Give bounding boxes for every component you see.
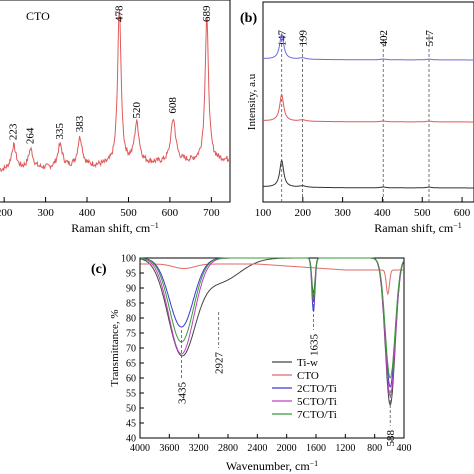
panel-a-x-axis-label: Raman shift, cm−1 xyxy=(71,221,159,235)
panel-a-peak-label: 478 xyxy=(113,5,125,22)
panel-b-x-tick-label: 200 xyxy=(295,207,312,219)
panel-b-x-tick-label: 600 xyxy=(454,207,471,219)
panel-b-x-tick-label: 100 xyxy=(255,207,272,219)
panel-b-frame xyxy=(262,1,474,203)
panel-c-annotation-label: 2927 xyxy=(214,352,226,375)
panel-c-x-axis-label: Wavenumber, cm−1 xyxy=(226,459,318,473)
panel-b-label: (b) xyxy=(240,11,257,26)
panel-c-y-tick-label: 50 xyxy=(126,404,136,415)
panel-a-peak-label: 335 xyxy=(54,123,66,140)
panel-c-y-tick-label: 40 xyxy=(126,434,136,445)
panel-a-x-tick-label: 700 xyxy=(203,207,220,219)
panel-b-peak-marker-label: 517 xyxy=(424,30,436,47)
panel-b-y-axis-label: Intensity, a.u xyxy=(246,73,258,130)
panel-c-x-tick-label: 800 xyxy=(367,443,382,454)
panel-b-curves xyxy=(263,32,474,189)
axis-unit-superscript: −1 xyxy=(150,221,159,230)
panel-c-legend-label: Ti-w xyxy=(297,357,318,369)
panel-c-series-line xyxy=(140,257,404,388)
panel-a-ticks: 200 300 400 500 600 700 xyxy=(0,197,220,219)
panel-c-series-line xyxy=(140,257,404,379)
panel-a: CTO 200 300 400 500 600 700 223 264 335 383 478 52… xyxy=(0,0,231,235)
panel-a-x-tick-label: 600 xyxy=(162,207,179,219)
panel-c-annotation-label: 588 xyxy=(385,430,397,447)
panel-c-y-tick-label: 95 xyxy=(126,269,136,280)
panel-b-ticks: 100 200 300 400 500 600 xyxy=(255,197,471,219)
panel-b-x-tick-label: 300 xyxy=(334,207,351,219)
panel-a-x-tick-label: 200 xyxy=(0,207,13,219)
panel-c-x-tick-label: 2800 xyxy=(218,443,238,454)
panel-c-x-tick-label: 3200 xyxy=(189,443,209,454)
panel-c-legend-label: 2CTO/Ti xyxy=(297,383,337,395)
panel-b-series-line xyxy=(263,159,474,189)
panel-c-curves xyxy=(140,257,404,406)
panel-b-peak-markers: 147 199 402 517 xyxy=(277,30,436,202)
panel-c-legend-label: CTO xyxy=(297,370,319,382)
panel-c-x-tick-label: 1200 xyxy=(335,443,355,454)
panel-a-peak-label: 383 xyxy=(74,115,86,132)
panel-a-peak-label: 520 xyxy=(131,101,143,118)
panel-c: (c) Transmittance, % 4000 3600 3200 2800 240… xyxy=(91,254,412,474)
panel-b-x-tick-label: 500 xyxy=(414,207,431,219)
panel-a-peak-label: 689 xyxy=(201,5,213,22)
panel-c-y-tick-label: 85 xyxy=(126,299,136,310)
panel-c-x-tick-label: 2000 xyxy=(277,443,297,454)
panel-a-series-line xyxy=(0,9,230,173)
panel-c-annotation-label: 1635 xyxy=(308,334,320,357)
panel-c-y-tick-label: 55 xyxy=(126,389,136,400)
panel-c-x-tick-label: 2400 xyxy=(247,443,267,454)
panel-a-peak-labels: 223 264 335 383 478 520 608 689 xyxy=(8,5,213,144)
panel-c-annotations: 3435 2927 1635 588 xyxy=(176,294,397,447)
panel-c-x-tick-label: 400 xyxy=(397,443,412,454)
panel-a-label: CTO xyxy=(26,9,50,23)
panel-c-label: (c) xyxy=(91,262,107,277)
panel-b: (b) Intensity, a.u 100 200 300 400 500 600 14… xyxy=(240,1,474,235)
panel-b-peak-marker-label: 199 xyxy=(297,30,309,47)
axis-unit-superscript: −1 xyxy=(310,459,319,468)
panel-c-legend-label: 5CTO/Ti xyxy=(297,396,337,408)
panel-c-y-axis-label: Transmittance, % xyxy=(109,309,121,386)
panel-c-ticks: 4000 3600 3200 2800 2400 2000 1600 1200 800 400 40… xyxy=(121,254,412,455)
panel-c-y-tick-label: 45 xyxy=(126,419,136,430)
panel-c-x-tick-label: 3600 xyxy=(159,443,179,454)
panel-a-peak-label: 223 xyxy=(8,123,20,140)
panel-a-curve xyxy=(0,9,230,173)
panel-a-peak-label: 608 xyxy=(167,97,179,114)
panel-c-y-tick-label: 60 xyxy=(126,374,136,385)
panel-b-x-tick-label: 400 xyxy=(374,207,391,219)
panel-c-y-tick-label: 100 xyxy=(121,254,136,265)
panel-c-y-tick-label: 90 xyxy=(126,284,136,295)
panel-b-series-line xyxy=(263,93,474,123)
panel-a-x-tick-label: 500 xyxy=(120,207,137,219)
panel-c-legend-label: 7CTO/Ti xyxy=(297,409,337,421)
panel-c-x-tick-label: 4000 xyxy=(130,443,150,454)
panel-c-y-tick-label: 65 xyxy=(126,359,136,370)
panel-c-y-tick-label: 80 xyxy=(126,314,136,325)
panel-c-annotation-label: 3435 xyxy=(176,382,188,405)
panel-b-series-line xyxy=(263,32,474,61)
panel-a-peak-label: 264 xyxy=(25,127,37,144)
panel-c-frame xyxy=(139,257,405,439)
panel-c-y-tick-label: 75 xyxy=(126,329,136,340)
panel-a-frame xyxy=(0,0,231,203)
panel-a-x-tick-label: 300 xyxy=(37,207,54,219)
panel-c-y-tick-label: 70 xyxy=(126,344,136,355)
panel-b-peak-marker-label: 402 xyxy=(378,30,390,47)
panel-b-x-axis-label: Raman shift, cm−1 xyxy=(374,221,462,235)
panel-c-x-tick-label: 1600 xyxy=(306,443,326,454)
panel-c-series-line xyxy=(140,263,404,296)
panel-a-x-tick-label: 400 xyxy=(79,207,96,219)
axis-unit-superscript: −1 xyxy=(453,221,462,230)
